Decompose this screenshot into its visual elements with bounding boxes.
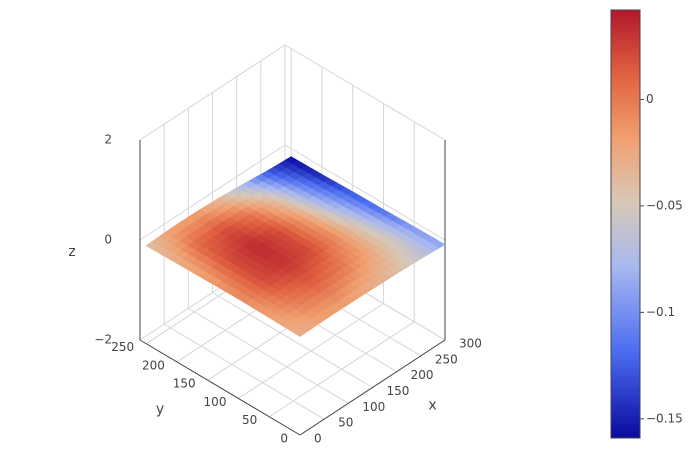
surface-cell [310, 235, 367, 270]
surface-cell [200, 228, 257, 264]
surface-cell [297, 174, 354, 206]
surface-cell [255, 231, 312, 266]
grid-line [268, 321, 415, 418]
surface-cell [268, 300, 325, 337]
surface-cell [145, 228, 202, 264]
z-tick-label: −2 [94, 333, 112, 347]
z-tick-label: 0 [104, 233, 112, 247]
surface-cell [237, 281, 294, 319]
surface-cell [169, 212, 226, 246]
y-tick-label: 250 [111, 340, 134, 354]
grid-line [284, 144, 446, 241]
colorbar-tick-label: −0.1 [646, 305, 675, 319]
grid-line [163, 323, 325, 420]
x-tick-label: 200 [411, 368, 434, 382]
grid-line [284, 44, 446, 141]
surface-cell [317, 268, 374, 305]
surface [145, 156, 446, 337]
y-axis-label: y [156, 402, 164, 418]
surface-cell [389, 226, 446, 260]
y-tick-label: 150 [173, 377, 196, 391]
surface-cell [334, 221, 391, 255]
axis-line [139, 339, 301, 436]
x-tick-label: 300 [459, 337, 482, 351]
colorbar-scale [610, 9, 641, 439]
surface-cell [292, 284, 349, 321]
colorbar: 0 −0.05 −0.1 −0.15 [610, 9, 683, 439]
surface-cell [218, 183, 275, 215]
colorbar-tick-label: 0 [646, 92, 654, 106]
surface-cell [231, 246, 288, 282]
surface-cell [341, 254, 398, 290]
y-tick-label: 50 [242, 413, 257, 427]
surface-cell [262, 264, 319, 302]
grid-line [188, 307, 349, 404]
x-axis-label: x [428, 398, 436, 414]
grid-line [212, 292, 373, 388]
surface-cell [266, 156, 323, 189]
z-tick-label: 2 [104, 133, 112, 147]
grid-line [139, 44, 286, 141]
x-tick-label: 150 [387, 384, 410, 398]
colorbar-tick-label: −0.05 [646, 198, 683, 212]
surface-cell [224, 214, 281, 248]
x-tick-label: 100 [362, 400, 385, 414]
y-tick-label: 200 [142, 358, 165, 372]
y-tick-label: 100 [204, 395, 227, 409]
x-tick-label: 50 [338, 416, 353, 430]
y-tick-label: 0 [280, 432, 288, 446]
grid-line [139, 144, 286, 241]
surface-cell [286, 249, 343, 285]
z-axis-label: z [68, 244, 75, 260]
surface-cell [242, 170, 299, 201]
surface-cell [279, 217, 336, 251]
surface-cell [248, 200, 305, 233]
axis-line [299, 339, 446, 436]
surface-cell [327, 191, 385, 223]
x-tick-label: 250 [435, 352, 458, 366]
colorbar-tick-label: −0.15 [646, 411, 683, 425]
grid-line [238, 303, 384, 399]
surface-cell [272, 187, 330, 219]
x-tick-label: 0 [314, 432, 322, 446]
surface-cell [303, 204, 360, 236]
